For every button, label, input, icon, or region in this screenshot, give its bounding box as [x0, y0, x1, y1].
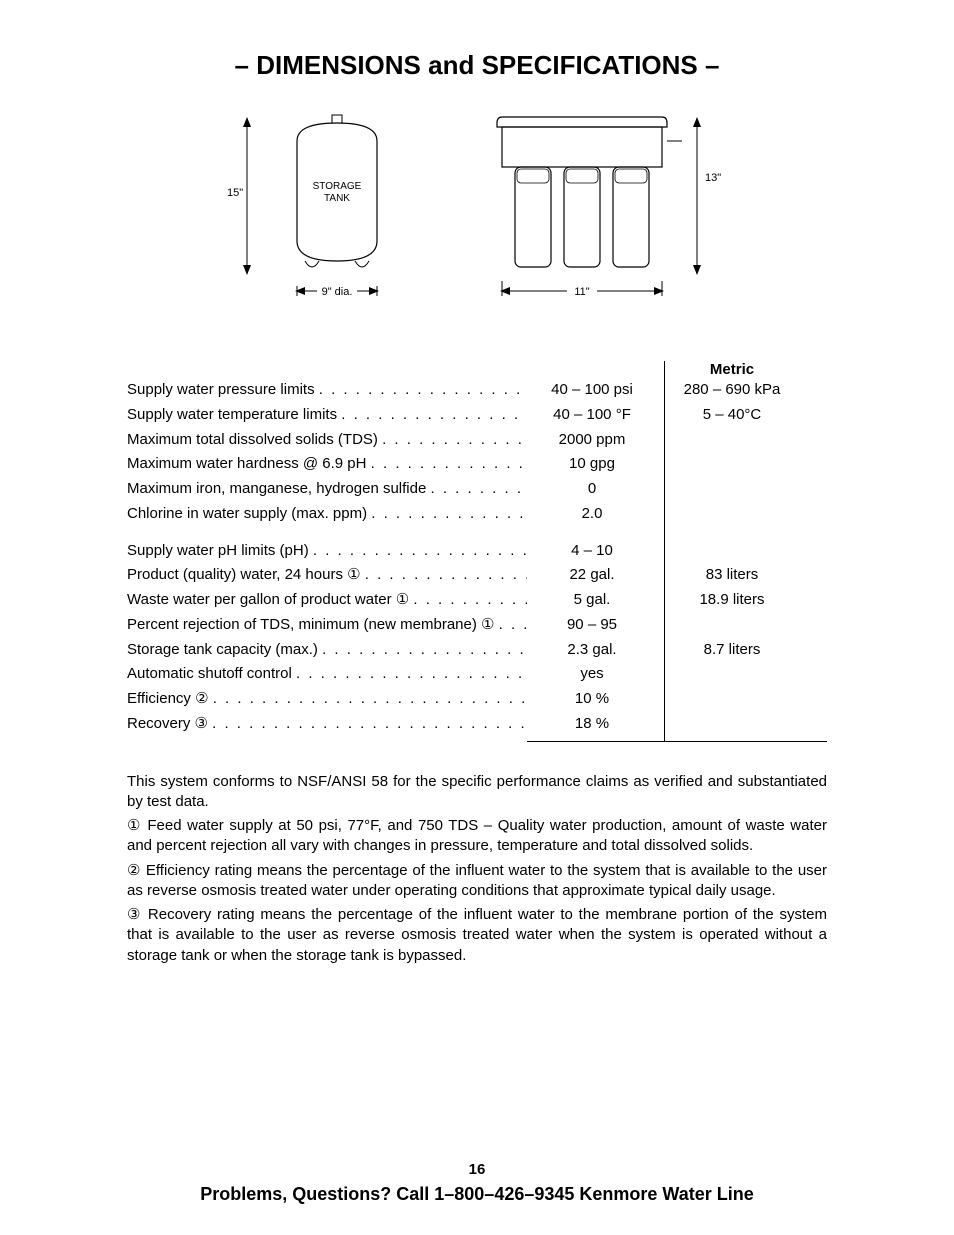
- spec-row: Product (quality) water, 24 hours ① 22 g…: [127, 563, 827, 588]
- spec-value: 5 gal.: [527, 588, 657, 613]
- spec-value: 4 – 10: [527, 539, 657, 564]
- spec-row: Maximum water hardness @ 6.9 pH 10 gpg: [127, 452, 827, 477]
- spec-label: Efficiency ②: [127, 687, 527, 712]
- spec-metric: [657, 452, 807, 477]
- spec-label: Maximum iron, manganese, hydrogen sulfid…: [127, 477, 527, 502]
- spec-label: Storage tank capacity (max.): [127, 638, 527, 663]
- spec-metric: [657, 662, 807, 687]
- spec-value: yes: [527, 662, 657, 687]
- note-intro: This system conforms to NSF/ANSI 58 for …: [127, 772, 827, 813]
- metric-header: Metric: [657, 361, 807, 378]
- spec-row: Waste water per gallon of product water …: [127, 588, 827, 613]
- spec-label: Supply water pressure limits: [127, 378, 527, 403]
- footer-helpline: Problems, Questions? Call 1–800–426–9345…: [0, 1184, 954, 1205]
- spec-value: 40 – 100 psi: [527, 378, 657, 403]
- spec-table: Metric Supply water pressure limits 40 –…: [127, 361, 827, 742]
- spec-label: Chlorine in water supply (max. ppm): [127, 502, 527, 527]
- spec-metric: 280 – 690 kPa: [657, 378, 807, 403]
- spec-metric: [657, 539, 807, 564]
- footnotes: This system conforms to NSF/ANSI 58 for …: [127, 772, 827, 966]
- spec-label: Maximum water hardness @ 6.9 pH: [127, 452, 527, 477]
- spec-metric: [657, 502, 807, 527]
- filter-height-label: 13": [705, 172, 721, 184]
- spec-row: Percent rejection of TDS, minimum (new m…: [127, 613, 827, 638]
- spec-metric: [657, 687, 807, 712]
- spec-label: Automatic shutoff control: [127, 662, 527, 687]
- spec-row: Supply water temperature limits 40 – 100…: [127, 403, 827, 428]
- spec-value: 40 – 100 °F: [527, 403, 657, 428]
- spec-value: 90 – 95: [527, 613, 657, 638]
- spec-value: 10 %: [527, 687, 657, 712]
- spec-row: Recovery ③ 18 %: [127, 712, 827, 737]
- spec-label: Supply water temperature limits: [127, 403, 527, 428]
- spec-row: Supply water pH limits (pH) 4 – 10: [127, 539, 827, 564]
- note-2: ② Efficiency rating means the percentage…: [127, 861, 827, 902]
- spec-value: 2000 ppm: [527, 428, 657, 453]
- spec-row: Supply water pressure limits 40 – 100 ps…: [127, 378, 827, 403]
- spec-metric: 5 – 40°C: [657, 403, 807, 428]
- spec-label: Percent rejection of TDS, minimum (new m…: [127, 613, 527, 638]
- tank-height-label: 15": [227, 187, 243, 199]
- spec-value: 2.3 gal.: [527, 638, 657, 663]
- spec-label: Product (quality) water, 24 hours ①: [127, 563, 527, 588]
- tank-label-1: STORAGE: [313, 181, 362, 192]
- filter-unit-diagram: 13" 11": [487, 111, 727, 321]
- spec-row: Chlorine in water supply (max. ppm) 2.0: [127, 502, 827, 527]
- page-footer: 16 Problems, Questions? Call 1–800–426–9…: [0, 1161, 954, 1205]
- page-title: – DIMENSIONS and SPECIFICATIONS –: [0, 50, 954, 81]
- spec-row: Maximum iron, manganese, hydrogen sulfid…: [127, 477, 827, 502]
- spec-label: Maximum total dissolved solids (TDS): [127, 428, 527, 453]
- spec-metric: [657, 613, 807, 638]
- table-header: Metric: [127, 361, 827, 378]
- spec-label: Recovery ③: [127, 712, 527, 737]
- note-1: ① Feed water supply at 50 psi, 77°F, and…: [127, 816, 827, 857]
- spec-value: 18 %: [527, 712, 657, 737]
- diagram-row: 15" STORAGE TANK 9" dia. 13": [0, 111, 954, 321]
- spec-row: Efficiency ② 10 %: [127, 687, 827, 712]
- spec-metric: 83 liters: [657, 563, 807, 588]
- spec-metric: [657, 477, 807, 502]
- tank-label-2: TANK: [324, 193, 350, 204]
- page-number: 16: [0, 1161, 954, 1178]
- spec-metric: [657, 428, 807, 453]
- spec-label: Waste water per gallon of product water …: [127, 588, 527, 613]
- storage-tank-diagram: 15" STORAGE TANK 9" dia.: [227, 111, 447, 321]
- note-3: ③ Recovery rating means the percentage o…: [127, 905, 827, 966]
- spec-metric: 18.9 liters: [657, 588, 807, 613]
- tank-width-label: 9" dia.: [322, 286, 353, 298]
- table-bottom-rule: [527, 741, 827, 742]
- spec-value: 10 gpg: [527, 452, 657, 477]
- spec-row: Storage tank capacity (max.) 2.3 gal.8.7…: [127, 638, 827, 663]
- spec-value: 22 gal.: [527, 563, 657, 588]
- spec-row: Automatic shutoff control yes: [127, 662, 827, 687]
- spec-metric: 8.7 liters: [657, 638, 807, 663]
- spec-row: Maximum total dissolved solids (TDS) 200…: [127, 428, 827, 453]
- filter-width-label: 11": [574, 286, 589, 298]
- spec-value: 0: [527, 477, 657, 502]
- spec-label: Supply water pH limits (pH): [127, 539, 527, 564]
- spec-value: 2.0: [527, 502, 657, 527]
- spec-metric: [657, 712, 807, 737]
